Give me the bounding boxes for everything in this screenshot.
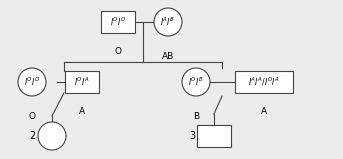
Text: O: O	[115, 47, 121, 56]
Text: $I^AI^A/I^OI^A$: $I^AI^A/I^OI^A$	[248, 76, 280, 88]
Text: AB: AB	[162, 52, 174, 61]
Text: O: O	[28, 112, 35, 121]
Circle shape	[38, 122, 66, 150]
Text: A: A	[79, 107, 85, 116]
Bar	[235, 71, 293, 93]
Text: 2: 2	[29, 131, 35, 141]
Text: $I^OI^O$: $I^OI^O$	[24, 76, 40, 88]
Bar	[197, 125, 231, 147]
Text: $I^OI^O$: $I^OI^O$	[110, 16, 126, 28]
Text: $I^AI^B$: $I^AI^B$	[161, 16, 176, 28]
Circle shape	[18, 68, 46, 96]
Text: B: B	[193, 112, 199, 121]
Text: $I^OI^A$: $I^OI^A$	[74, 76, 90, 88]
Bar	[101, 11, 135, 33]
Text: A: A	[261, 107, 267, 116]
Text: 3: 3	[189, 131, 195, 141]
Circle shape	[182, 68, 210, 96]
Circle shape	[154, 8, 182, 36]
Text: $I^OI^B$: $I^OI^B$	[188, 76, 204, 88]
Bar	[65, 71, 99, 93]
